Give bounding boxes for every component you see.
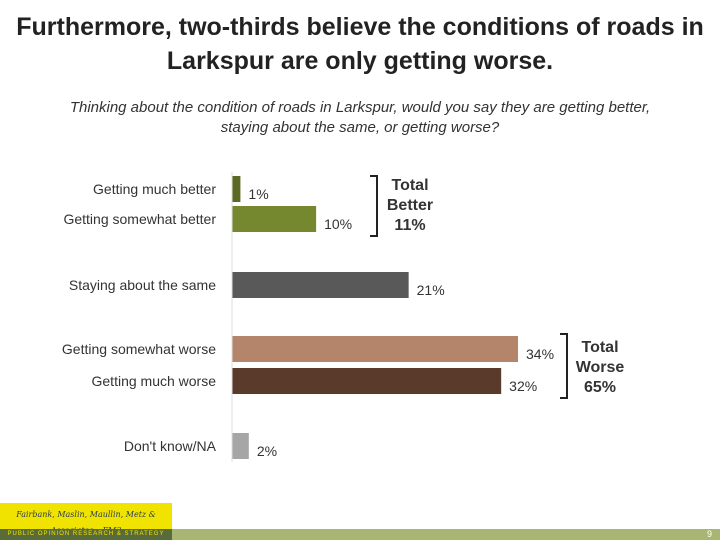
footer-bar bbox=[0, 529, 720, 540]
bar bbox=[232, 336, 518, 362]
bar bbox=[232, 206, 317, 232]
bar bbox=[232, 368, 502, 394]
company-logo: Fairbank, Maslin, Maullin, Metz & Associ… bbox=[0, 503, 172, 540]
bracket-total-worse bbox=[560, 333, 568, 399]
group-label-line: Better bbox=[386, 197, 434, 214]
group-label-total-worse: Total Worse 65% bbox=[570, 338, 630, 398]
survey-question: Thinking about the condition of roads in… bbox=[69, 99, 651, 136]
group-label-total-better: Total Better 11% bbox=[380, 176, 440, 236]
group-label-line: 11% bbox=[394, 217, 426, 234]
bracket-total-better bbox=[370, 175, 378, 237]
group-label-line: 65% bbox=[583, 379, 617, 396]
page-title: Furthermore, two-thirds believe the cond… bbox=[16, 13, 704, 75]
category-label: Getting much better bbox=[93, 181, 216, 197]
logo-tagline: PUBLIC OPINION RESEARCH & STRATEGY bbox=[0, 529, 172, 540]
bar bbox=[232, 176, 241, 202]
group-label-line: Worse bbox=[575, 359, 625, 376]
value-label: 10% bbox=[324, 216, 352, 232]
value-label: 2% bbox=[257, 443, 277, 459]
category-label: Getting somewhat better bbox=[63, 211, 216, 227]
group-label-line: Total bbox=[581, 339, 619, 356]
value-label: 21% bbox=[417, 282, 445, 298]
logo-text: Fairbank, Maslin, Maullin, Metz & Associ… bbox=[16, 510, 156, 535]
page-number: 9 bbox=[706, 529, 712, 539]
value-label: 32% bbox=[509, 378, 537, 394]
bar bbox=[232, 433, 249, 459]
bar-chart: Getting much better 1% Getting somewhat be… bbox=[62, 172, 554, 462]
value-label: 34% bbox=[526, 346, 554, 362]
category-label: Staying about the same bbox=[69, 277, 216, 293]
category-label: Getting much worse bbox=[92, 373, 217, 389]
bar bbox=[232, 272, 409, 298]
value-label: 1% bbox=[248, 186, 268, 202]
category-label: Don't know/NA bbox=[124, 438, 217, 454]
category-label: Getting somewhat worse bbox=[62, 341, 216, 357]
group-label-line: Total bbox=[391, 177, 429, 194]
